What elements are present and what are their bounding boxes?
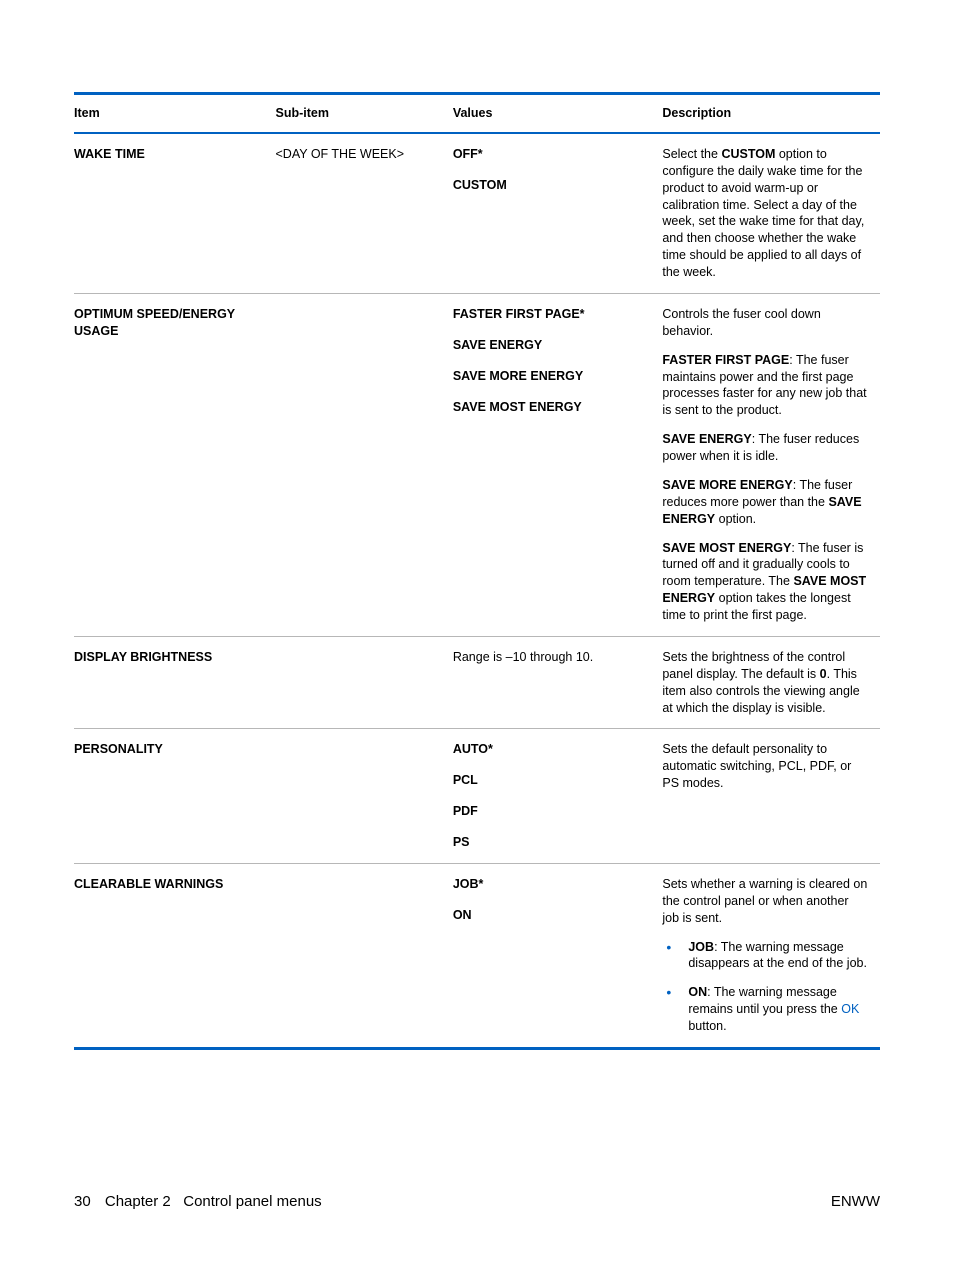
- header-sub-item: Sub-item: [276, 94, 453, 133]
- cell-item: CLEARABLE WARNINGS: [74, 863, 276, 1048]
- list-item: ON: The warning message remains until yo…: [662, 984, 868, 1035]
- page-footer: 30 Chapter 2 Control panel menus ENWW: [74, 1193, 880, 1210]
- header-values: Values: [453, 94, 663, 133]
- cell-values: OFF* CUSTOM: [453, 133, 663, 294]
- list-item: JOB: The warning message disappears at t…: [662, 939, 868, 973]
- table-row: PERSONALITY AUTO* PCL PDF PS Sets the de…: [74, 729, 880, 864]
- description-text: SAVE ENERGY: The fuser reduces power whe…: [662, 431, 868, 465]
- table-row: WAKE TIME <DAY OF THE WEEK> OFF* CUSTOM …: [74, 133, 880, 294]
- chapter-label: Chapter 2: [105, 1193, 171, 1210]
- table-row: CLEARABLE WARNINGS JOB* ON Sets whether …: [74, 863, 880, 1048]
- description-text: Sets the default personality to automati…: [662, 741, 868, 792]
- cell-description: Controls the fuser cool down behavior. F…: [662, 293, 880, 636]
- cell-values: Range is –10 through 10.: [453, 636, 663, 729]
- value-option: CUSTOM: [453, 177, 651, 194]
- cell-sub-item: <DAY OF THE WEEK>: [276, 133, 453, 294]
- table-row: DISPLAY BRIGHTNESS Range is –10 through …: [74, 636, 880, 729]
- cell-values: JOB* ON: [453, 863, 663, 1048]
- value-option: PDF: [453, 803, 651, 820]
- cell-description: Select the CUSTOM option to configure th…: [662, 133, 880, 294]
- cell-sub-item: [276, 293, 453, 636]
- document-page: Item Sub-item Values Description WAKE TI…: [0, 0, 954, 1270]
- cell-sub-item: [276, 729, 453, 864]
- cell-item: PERSONALITY: [74, 729, 276, 864]
- description-text: Select the CUSTOM option to configure th…: [662, 146, 868, 281]
- value-option: PS: [453, 834, 651, 851]
- description-text: Sets the brightness of the control panel…: [662, 649, 868, 717]
- ok-button-reference: OK: [841, 1002, 859, 1016]
- value-option: SAVE MORE ENERGY: [453, 368, 651, 385]
- description-text: Controls the fuser cool down behavior.: [662, 306, 868, 340]
- footer-left: 30 Chapter 2 Control panel menus: [74, 1193, 322, 1210]
- cell-values: AUTO* PCL PDF PS: [453, 729, 663, 864]
- settings-table: Item Sub-item Values Description WAKE TI…: [74, 92, 880, 1050]
- page-number: 30: [74, 1193, 91, 1210]
- description-text: SAVE MORE ENERGY: The fuser reduces more…: [662, 477, 868, 528]
- value-option: OFF*: [453, 146, 651, 163]
- value-option: AUTO*: [453, 741, 651, 758]
- cell-description: Sets whether a warning is cleared on the…: [662, 863, 880, 1048]
- cell-item: DISPLAY BRIGHTNESS: [74, 636, 276, 729]
- header-item: Item: [74, 94, 276, 133]
- value-option: FASTER FIRST PAGE*: [453, 306, 651, 323]
- description-list: JOB: The warning message disappears at t…: [662, 939, 868, 1035]
- cell-values: FASTER FIRST PAGE* SAVE ENERGY SAVE MORE…: [453, 293, 663, 636]
- value-option: PCL: [453, 772, 651, 789]
- cell-description: Sets the brightness of the control panel…: [662, 636, 880, 729]
- footer-right: ENWW: [831, 1193, 880, 1210]
- chapter-title: Control panel menus: [183, 1193, 321, 1210]
- value-option: JOB*: [453, 876, 651, 893]
- table-row: OPTIMUM SPEED/ENERGY USAGE FASTER FIRST …: [74, 293, 880, 636]
- value-option: ON: [453, 907, 651, 924]
- header-description: Description: [662, 94, 880, 133]
- cell-sub-item: [276, 863, 453, 1048]
- description-text: FASTER FIRST PAGE: The fuser maintains p…: [662, 352, 868, 420]
- description-text: Sets whether a warning is cleared on the…: [662, 876, 868, 927]
- value-option: SAVE MOST ENERGY: [453, 399, 651, 416]
- cell-sub-item: [276, 636, 453, 729]
- description-text: SAVE MOST ENERGY: The fuser is turned of…: [662, 540, 868, 624]
- cell-item: WAKE TIME: [74, 133, 276, 294]
- table-header-row: Item Sub-item Values Description: [74, 94, 880, 133]
- cell-description: Sets the default personality to automati…: [662, 729, 880, 864]
- cell-item: OPTIMUM SPEED/ENERGY USAGE: [74, 293, 276, 636]
- value-option: SAVE ENERGY: [453, 337, 651, 354]
